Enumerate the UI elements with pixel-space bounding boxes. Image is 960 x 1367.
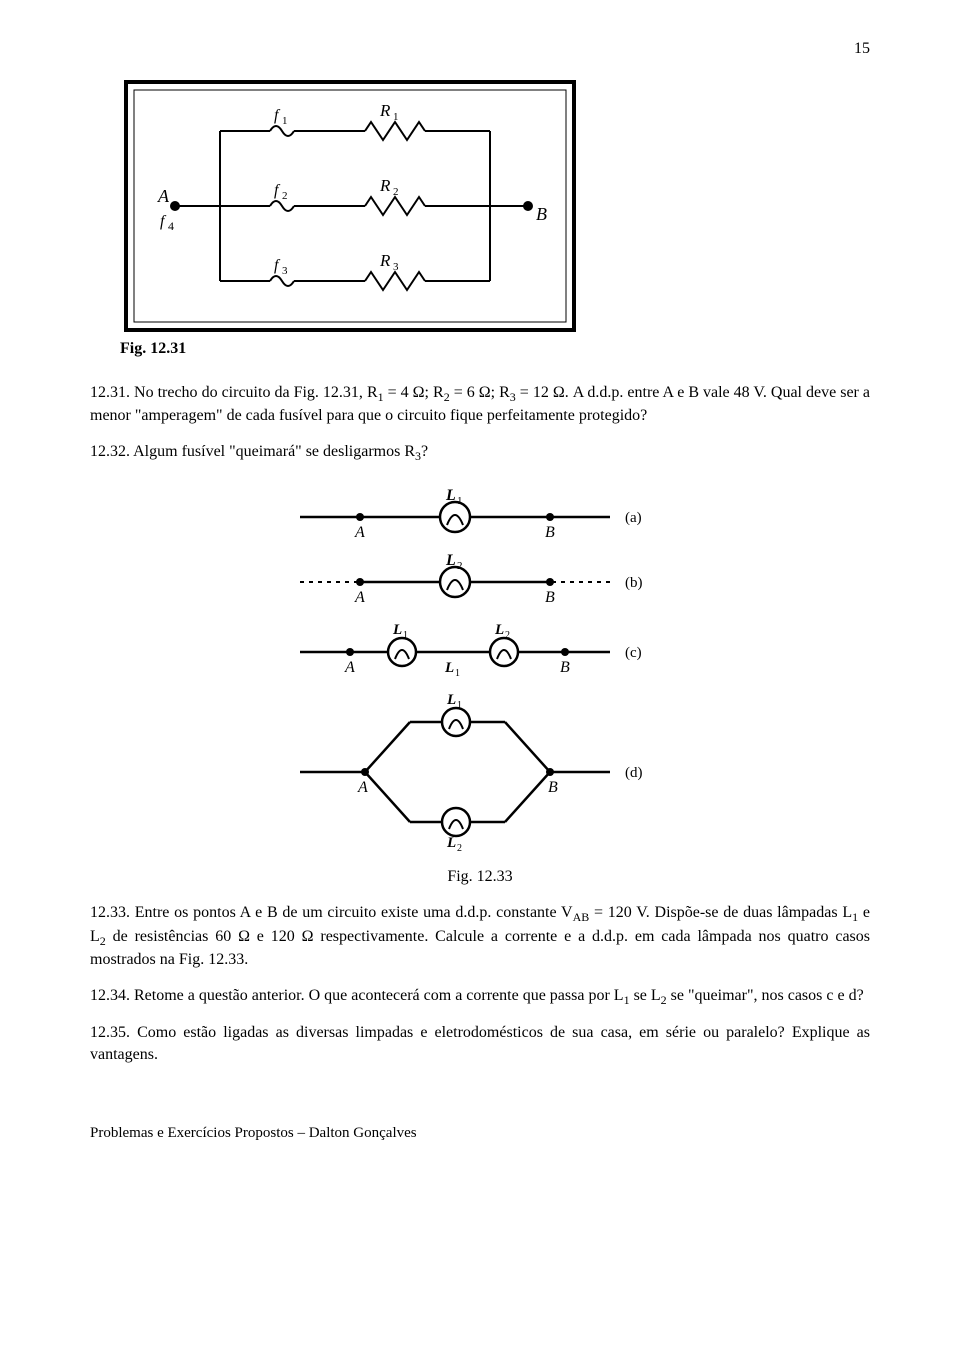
svg-text:L: L xyxy=(446,835,456,851)
svg-text:2: 2 xyxy=(282,190,288,202)
problem-12-35: 12.35. Como estão ligadas as diversas li… xyxy=(90,1022,870,1065)
footer-text: Problemas e Exercícios Propostos – Dalto… xyxy=(90,1125,870,1142)
figure-12-33: A B L 1 (a) A B L 2 (b) A B L 1 L xyxy=(280,482,680,862)
svg-text:f: f xyxy=(274,257,281,274)
svg-text:R: R xyxy=(379,101,391,120)
svg-text:3: 3 xyxy=(393,261,399,273)
text: = 120 V. Dispõe-se de duas lâmpadas L xyxy=(589,904,852,921)
text: de resistências 60 Ω e 120 Ω respectivam… xyxy=(90,928,870,968)
text: 12.34. Retome a questão anterior. O que … xyxy=(90,987,624,1004)
svg-text:f: f xyxy=(274,182,281,199)
svg-text:1: 1 xyxy=(457,495,463,507)
svg-text:(a): (a) xyxy=(625,510,642,526)
problem-12-31: 12.31. No trecho do circuito da Fig. 12.… xyxy=(90,382,870,427)
svg-text:B: B xyxy=(545,589,555,606)
svg-text:2: 2 xyxy=(393,186,399,198)
subscript: AB xyxy=(573,911,590,925)
text: ? xyxy=(421,443,428,460)
svg-text:1: 1 xyxy=(457,700,462,711)
text: se L xyxy=(630,987,661,1004)
text: 12.33. Entre os pontos A e B de um circu… xyxy=(90,904,573,921)
svg-text:3: 3 xyxy=(282,265,288,277)
svg-text:4: 4 xyxy=(168,219,174,233)
svg-text:2: 2 xyxy=(457,560,463,572)
svg-text:2: 2 xyxy=(457,843,462,854)
svg-text:R: R xyxy=(379,176,391,195)
svg-text:2: 2 xyxy=(505,630,510,641)
figure-12-31: A f 4 B f 1 R 1 f 2 R 2 f 3 R 3 xyxy=(120,76,580,336)
text: = 4 Ω; R xyxy=(384,384,444,401)
figure-12-33-caption: Fig. 12.33 xyxy=(90,868,870,886)
svg-text:(c): (c) xyxy=(625,645,642,661)
figure-12-31-caption: Fig. 12.31 xyxy=(120,340,870,358)
svg-text:A: A xyxy=(354,589,365,606)
svg-text:L: L xyxy=(444,660,454,676)
svg-text:A: A xyxy=(344,659,355,676)
svg-text:f: f xyxy=(274,107,281,124)
svg-text:f: f xyxy=(160,213,167,230)
problem-12-33: 12.33. Entre os pontos A e B de um circu… xyxy=(90,902,870,970)
svg-text:B: B xyxy=(545,524,555,541)
svg-text:L: L xyxy=(445,552,456,569)
svg-text:B: B xyxy=(548,779,558,796)
svg-text:(d): (d) xyxy=(625,765,643,781)
svg-text:B: B xyxy=(536,204,547,224)
problem-12-34: 12.34. Retome a questão anterior. O que … xyxy=(90,985,870,1008)
text: 12.31. No trecho do circuito da Fig. 12.… xyxy=(90,384,378,401)
svg-text:A: A xyxy=(157,186,170,206)
svg-text:(b): (b) xyxy=(625,575,643,591)
page-number: 15 xyxy=(90,40,870,58)
problem-12-32: 12.32. Algum fusível "queimará" se desli… xyxy=(90,441,870,464)
text: se "queimar", nos casos c e d? xyxy=(667,987,864,1004)
svg-text:R: R xyxy=(379,251,391,270)
svg-text:L: L xyxy=(494,622,504,638)
svg-text:1: 1 xyxy=(393,111,399,123)
svg-text:A: A xyxy=(357,779,368,796)
svg-text:L: L xyxy=(445,487,456,504)
text: = 6 Ω; R xyxy=(450,384,510,401)
svg-text:1: 1 xyxy=(455,668,460,679)
svg-text:L: L xyxy=(392,622,402,638)
svg-text:B: B xyxy=(560,659,570,676)
svg-text:A: A xyxy=(354,524,365,541)
svg-text:L: L xyxy=(446,692,456,708)
text: 12.32. Algum fusível "queimará" se desli… xyxy=(90,443,415,460)
svg-text:1: 1 xyxy=(403,630,408,641)
svg-text:1: 1 xyxy=(282,115,288,127)
